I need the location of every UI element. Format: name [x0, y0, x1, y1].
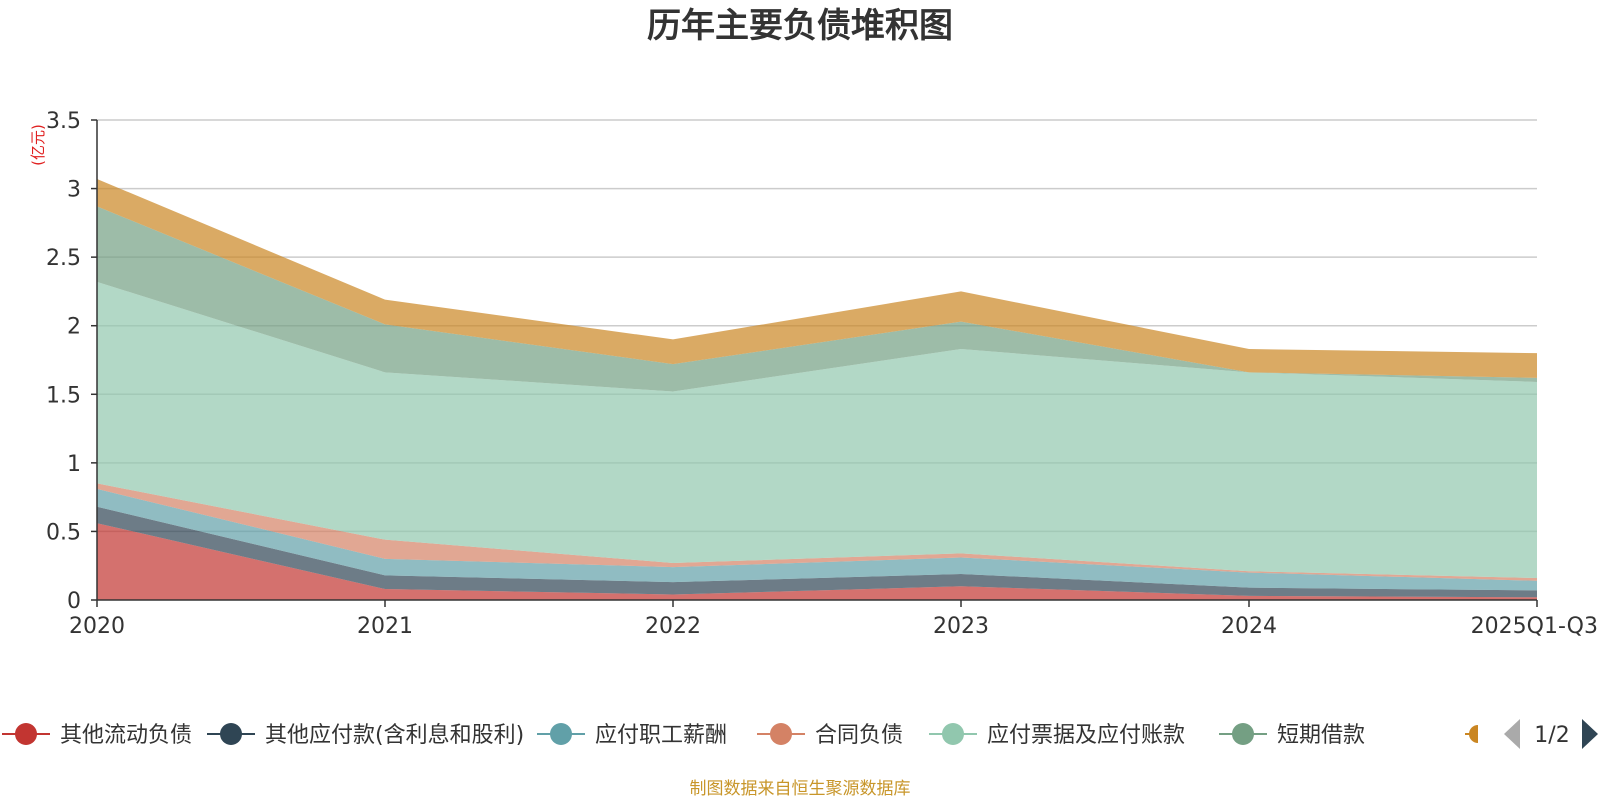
x-tick-label: 2022: [645, 614, 701, 639]
data-source-note: 制图数据来自恒生聚源数据库: [689, 779, 911, 799]
legend-label: 其他应付款(含利息和股利): [265, 723, 524, 748]
y-tick-label: 0.5: [46, 520, 81, 545]
legend-marker-icon: [1232, 723, 1254, 745]
legend-label: 应付职工薪酬: [595, 723, 727, 748]
area-series-0: [97, 523, 1537, 600]
y-tick-label: 3: [67, 178, 81, 203]
legend-item[interactable]: 短期借款: [1219, 723, 1365, 748]
legend-marker-partial-icon: [1469, 725, 1478, 743]
x-tick-label: 2024: [1221, 614, 1277, 639]
legend-label: 应付票据及应付账款: [987, 723, 1185, 748]
chart-title: 历年主要负债堆积图: [647, 6, 953, 46]
legend-label: 合同负债: [815, 723, 903, 748]
legend-item[interactable]: 应付职工薪酬: [537, 723, 727, 748]
x-tick-label: 2020: [69, 614, 125, 639]
area-series-2: [97, 488, 1537, 591]
legend-prev-page-icon[interactable]: [1504, 719, 1520, 749]
legend-next-page-icon[interactable]: [1582, 719, 1598, 749]
legend-item[interactable]: 其他流动负债: [2, 723, 192, 748]
axes: 0 0.5 1 1.5 2 2.5 3 3.5 2020 2021 2022 2023 2024 2025…: [46, 109, 1598, 639]
area-series-layer: [97, 178, 1537, 600]
x-tick-label: 2023: [933, 614, 989, 639]
x-tick-label: 2021: [357, 614, 413, 639]
legend-marker-icon: [220, 723, 242, 745]
area-series-4: [97, 281, 1537, 579]
y-tick-label: 3.5: [46, 109, 81, 134]
legend-item[interactable]: 应付票据及应付账款: [929, 723, 1185, 748]
area-series-1: [97, 506, 1537, 598]
area-series-5: [97, 206, 1537, 392]
area-series-6: [97, 178, 1537, 378]
legend-marker-icon: [15, 723, 37, 745]
y-tick-label: 2.5: [46, 246, 81, 271]
legend-item[interactable]: 合同负债: [757, 723, 903, 748]
legend-marker-icon: [550, 723, 572, 745]
legend-page-indicator: 1/2: [1534, 723, 1569, 748]
y-axis-title: (亿元): [29, 124, 47, 166]
y-tick-label: 2: [67, 315, 81, 340]
legend-label: 短期借款: [1277, 723, 1365, 748]
legend: 其他流动负债 其他应付款(含利息和股利) 应付职工薪酬 合同负债 应付票据及应付账款 短期…: [2, 719, 1598, 749]
area-series-3: [97, 483, 1537, 581]
legend-item[interactable]: 其他应付款(含利息和股利): [207, 723, 524, 748]
y-tick-label: 0: [67, 589, 81, 614]
y-tick-label: 1: [67, 452, 81, 477]
y-tick-label: 1.5: [46, 383, 81, 408]
legend-marker-icon: [942, 723, 964, 745]
legend-marker-icon: [770, 723, 792, 745]
x-tick-label: 2025Q1-Q3: [1471, 614, 1598, 639]
legend-label: 其他流动负债: [60, 723, 192, 748]
